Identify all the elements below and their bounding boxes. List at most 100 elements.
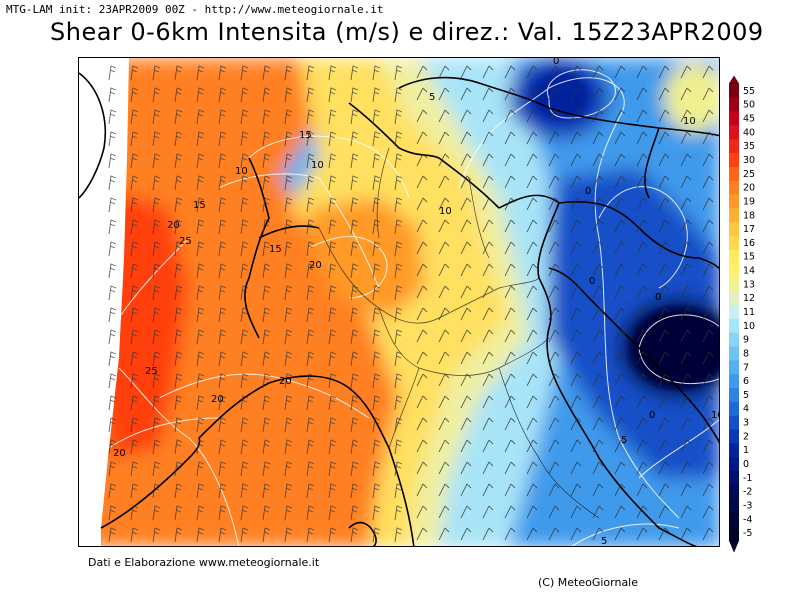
wind-barb	[460, 395, 472, 409]
wind-barb	[658, 197, 670, 211]
contour-label: 15	[299, 130, 312, 141]
wind-barb	[394, 65, 403, 81]
wind-barb	[526, 417, 538, 431]
wind-barb	[240, 131, 249, 147]
wind-barb	[350, 219, 359, 235]
wind-barb	[504, 197, 516, 211]
colorbar-label: -2	[743, 487, 752, 498]
wind-barb	[570, 329, 582, 343]
wind-barb	[416, 527, 428, 541]
wind-barb	[328, 263, 337, 279]
wind-barb	[592, 505, 604, 519]
wind-barb	[174, 263, 183, 279]
wind-barb	[174, 219, 183, 235]
wind-barb	[614, 395, 626, 409]
wind-barb	[262, 219, 271, 235]
wind-barb	[438, 373, 450, 387]
wind-barb	[262, 263, 271, 279]
wind-barb	[218, 483, 227, 499]
wind-barb	[394, 505, 403, 521]
wind-barb	[636, 395, 648, 409]
wind-barb	[152, 373, 161, 389]
wind-barb	[702, 263, 714, 277]
wind-barb	[416, 175, 428, 189]
wind-barb	[284, 417, 293, 433]
wind-barb	[482, 175, 494, 189]
colorbar-cell	[729, 236, 739, 251]
wind-barb	[504, 175, 516, 189]
model-info-line: MTG-LAM init: 23APR2009 00Z - http://www…	[6, 3, 384, 16]
colorbar-cell	[729, 111, 739, 126]
wind-barb	[372, 505, 381, 521]
wind-barb	[460, 65, 472, 79]
wind-barb	[570, 175, 582, 189]
colorbar-label: -1	[743, 473, 752, 484]
wind-barb	[548, 329, 560, 343]
colorbar-label: -4	[743, 514, 752, 525]
wind-barb	[658, 175, 670, 189]
contour-label: 20	[211, 394, 224, 405]
wind-barb	[592, 351, 604, 365]
wind-barb	[636, 131, 648, 145]
wind-barb	[592, 219, 604, 233]
wind-barb	[416, 395, 428, 409]
wind-barb	[680, 131, 692, 145]
wind-barb	[262, 461, 271, 477]
wind-barb	[284, 219, 293, 235]
wind-barb	[218, 109, 227, 125]
wind-barb	[438, 263, 450, 277]
wind-barb	[306, 131, 315, 147]
wind-barb	[416, 329, 428, 343]
wind-barb	[306, 241, 315, 257]
wind-barb	[218, 285, 227, 301]
wind-barb	[702, 351, 714, 365]
wind-barb	[570, 241, 582, 255]
wind-barb	[328, 153, 337, 169]
colorbar-cell	[729, 526, 739, 541]
colorbar-labels: 5550454035302520191817161514131211109876…	[743, 86, 755, 539]
contour-lines	[108, 69, 719, 546]
wind-barb	[438, 65, 450, 79]
wind-barb	[592, 241, 604, 255]
wind-barb	[240, 461, 249, 477]
wind-barb	[240, 329, 249, 345]
wind-barb	[548, 175, 560, 189]
wind-barb	[702, 329, 714, 343]
wind-barb	[152, 307, 161, 323]
colorbar-label: 15	[743, 252, 755, 263]
wind-barb	[680, 461, 692, 475]
wind-barb	[570, 307, 582, 321]
wind-barb	[614, 527, 626, 541]
wind-barb	[570, 131, 582, 145]
wind-barb	[262, 131, 271, 147]
colorbar-cell	[729, 139, 739, 154]
wind-barb	[262, 417, 271, 433]
wind-barb	[592, 417, 604, 431]
wind-barb	[196, 197, 205, 213]
wind-barb	[592, 87, 604, 101]
wind-barb	[548, 483, 560, 497]
colorbar-cell	[729, 318, 739, 334]
wind-barb	[240, 175, 249, 191]
wind-barb	[416, 351, 428, 365]
wind-barb	[526, 109, 538, 123]
wind-barb	[372, 395, 381, 411]
wind-barb	[196, 527, 205, 543]
wind-barb	[372, 241, 381, 257]
wind-barb	[636, 461, 648, 475]
wind-barb	[526, 461, 538, 475]
wind-barb	[174, 461, 183, 477]
wind-barb	[504, 241, 516, 255]
contour-label: 15	[269, 244, 282, 255]
copyright-notice: (C) MeteoGiornale	[538, 576, 639, 589]
wind-barb	[262, 87, 271, 103]
wind-barb	[614, 417, 626, 431]
wind-barb	[174, 153, 183, 169]
wind-barb	[680, 329, 692, 343]
wind-barb	[548, 461, 560, 475]
wind-barb	[636, 109, 648, 123]
wind-barb	[328, 461, 337, 477]
colorbar-cell	[729, 194, 739, 209]
wind-barb	[372, 373, 381, 389]
contour-label: 0	[585, 186, 591, 197]
